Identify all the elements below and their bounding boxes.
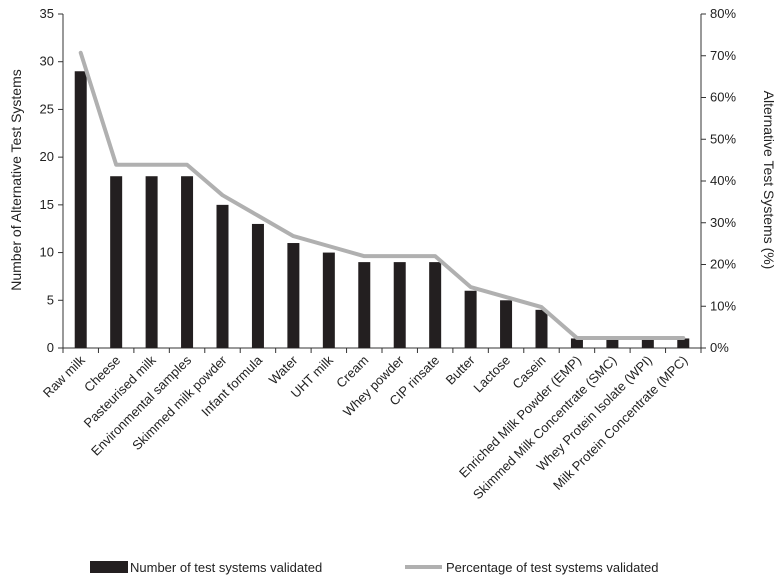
bar [74, 71, 87, 348]
y-tick-label: 5 [47, 292, 54, 307]
y-tick-label: 25 [40, 101, 54, 116]
axes: 0 5 10 15 20 25 30 35 0% 10% 20% 30% 40% 50% 60% 70% 80% [40, 6, 737, 355]
y-tick-label: 15 [40, 197, 54, 212]
bar [535, 309, 548, 348]
y-tick-label: 30 [40, 54, 54, 69]
bar [322, 252, 335, 348]
legend: Number of test systems validated Percent… [90, 560, 658, 575]
bar [216, 204, 229, 348]
bar [677, 338, 690, 348]
y2-tick-label: 30% [710, 215, 736, 230]
category-label: Lactose [470, 353, 513, 396]
bar [429, 262, 442, 348]
y2-tick-label: 10% [710, 298, 736, 313]
y-tick-label: 35 [40, 6, 54, 21]
bar [251, 223, 264, 348]
bar [110, 176, 123, 348]
line-series [78, 50, 686, 340]
y2-tick-label: 70% [710, 48, 736, 63]
bar-series [74, 71, 690, 348]
y2-tick-label: 40% [710, 173, 736, 188]
y-axis-title: Number of Alternative Test Systems [8, 69, 24, 291]
category-label: Raw milk [40, 352, 88, 400]
bar [500, 300, 513, 348]
series-line [78, 50, 686, 340]
legend-label-bar: Number of test systems validated [130, 560, 322, 575]
y2-tick-label: 60% [710, 90, 736, 105]
bar [570, 338, 583, 348]
y2-tick-label: 50% [710, 131, 736, 146]
y2-axis-title: Alternative Test Systems (%) [761, 91, 776, 270]
bar [145, 176, 158, 348]
y-tick-label: 0 [47, 340, 54, 355]
y2-tick-label: 20% [710, 257, 736, 272]
y2-tick-label: 80% [710, 6, 736, 21]
bar [287, 243, 300, 348]
bar [641, 338, 654, 348]
bar [358, 262, 371, 348]
y-tick-label: 10 [40, 245, 54, 260]
bar [464, 290, 477, 348]
legend-label-line: Percentage of test systems validated [446, 560, 658, 575]
y2-tick-label: 0% [710, 340, 729, 355]
bar [181, 176, 194, 348]
legend-swatch-bar [90, 561, 128, 573]
bar [606, 338, 619, 348]
bar [393, 262, 406, 348]
y-tick-label: 20 [40, 149, 54, 164]
